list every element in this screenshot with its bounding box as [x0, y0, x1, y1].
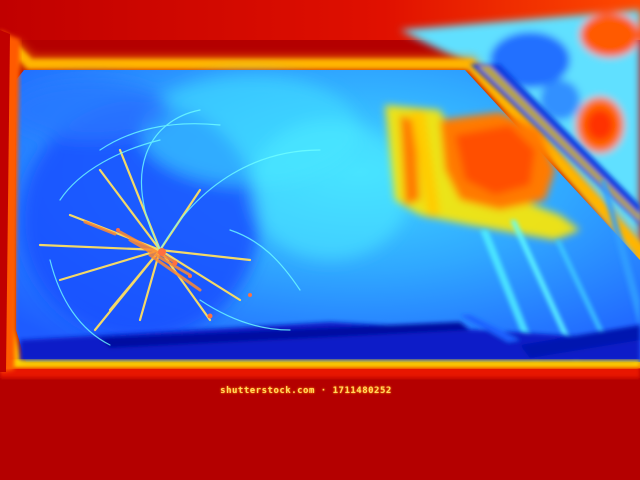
wiper-blade [20, 315, 640, 362]
warm-reflection [385, 105, 580, 240]
windshield-crack [38, 109, 321, 346]
a-pillar [470, 64, 640, 225]
watermark-text: shutterstock.com · 1711480252 [220, 386, 392, 396]
dashboard [0, 368, 640, 480]
reflection-streaks [480, 180, 640, 360]
side-window-region [400, 10, 640, 270]
